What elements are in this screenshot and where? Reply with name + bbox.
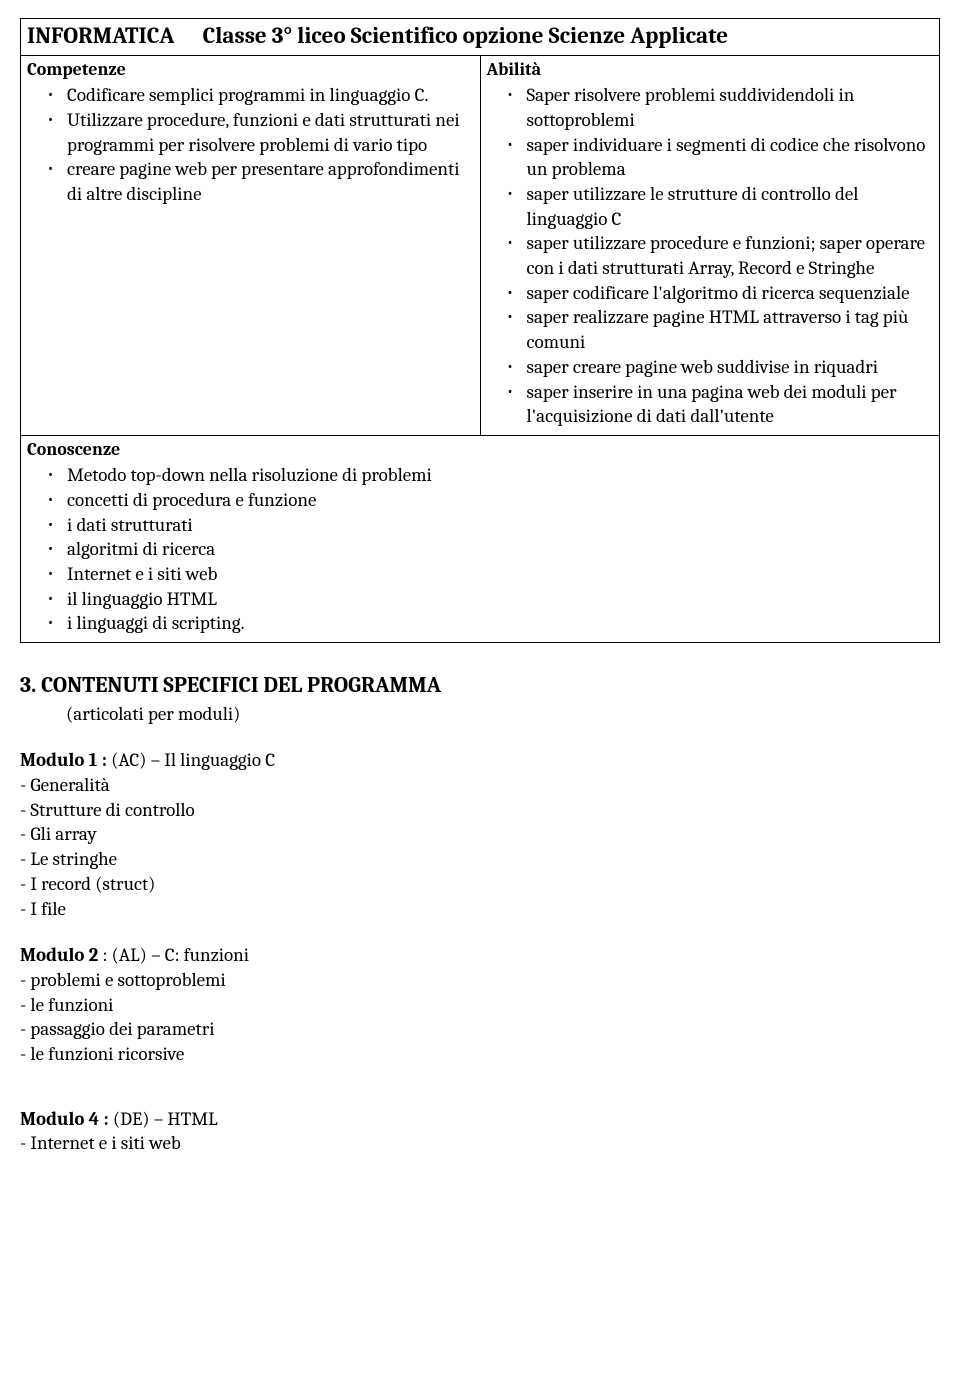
- list-item: saper realizzare pagine HTML attraverso …: [527, 305, 934, 354]
- module-4: Modulo 4 : (DE) – HTML - Internet e i si…: [20, 1107, 940, 1156]
- list-item: creare pagine web per presentare approfo…: [67, 157, 474, 206]
- list-item: concetti di procedura e funzione: [67, 488, 933, 513]
- module-2-desc: : (AL) – C: funzioni: [98, 944, 249, 966]
- module-2-title: Modulo 2 : (AL) – C: funzioni: [20, 943, 940, 968]
- section-3-heading: 3. CONTENUTI SPECIFICI DEL PROGRAMMA: [20, 671, 940, 700]
- module-1-label: Modulo 1 :: [20, 749, 107, 771]
- competenze-list: Codificare semplici programmi in linguag…: [27, 83, 474, 206]
- list-item: Saper risolvere problemi suddividendoli …: [527, 83, 934, 132]
- module-line: - I file: [20, 897, 940, 922]
- module-1-title: Modulo 1 : (AC) – Il linguaggio C: [20, 748, 940, 773]
- list-item: Metodo top-down nella risoluzione di pro…: [67, 463, 933, 488]
- conoscenze-cell: Conoscenze Metodo top-down nella risoluz…: [21, 435, 940, 642]
- list-item: saper utilizzare procedure e funzioni; s…: [527, 231, 934, 280]
- list-item: il linguaggio HTML: [67, 587, 933, 612]
- class-title: Classe 3° liceo Scientifico opzione Scie…: [203, 22, 728, 49]
- module-4-title: Modulo 4 : (DE) – HTML: [20, 1107, 940, 1132]
- list-item: algoritmi di ricerca: [67, 537, 933, 562]
- conoscenze-heading: Conoscenze: [27, 438, 933, 461]
- list-item: saper creare pagine web suddivise in riq…: [527, 355, 934, 380]
- module-line: - Strutture di controllo: [20, 798, 940, 823]
- list-item: i dati strutturati: [67, 513, 933, 538]
- module-line: - I record (struct): [20, 872, 940, 897]
- syllabus-table: INFORMATICA Classe 3° liceo Scientifico …: [20, 18, 940, 643]
- module-line: - problemi e sottoproblemi: [20, 968, 940, 993]
- list-item: Utilizzare procedure, funzioni e dati st…: [67, 108, 474, 157]
- module-2: Modulo 2 : (AL) – C: funzioni - problemi…: [20, 943, 940, 1066]
- abilita-list: Saper risolvere problemi suddividendoli …: [487, 83, 934, 429]
- module-line: - passaggio dei parametri: [20, 1017, 940, 1042]
- module-4-desc: (DE) – HTML: [109, 1108, 218, 1130]
- section-3-sub: (articolati per moduli): [66, 702, 940, 727]
- module-2-label: Modulo 2: [20, 944, 98, 966]
- module-line: - Gli array: [20, 822, 940, 847]
- list-item: saper codificare l'algoritmo di ricerca …: [527, 281, 934, 306]
- module-line: - Generalità: [20, 773, 940, 798]
- abilita-cell: Abilità Saper risolvere problemi suddivi…: [480, 55, 940, 435]
- module-line: - Internet e i siti web: [20, 1131, 940, 1156]
- list-item: saper utilizzare le strutture di control…: [527, 182, 934, 231]
- list-item: Internet e i siti web: [67, 562, 933, 587]
- module-line: - le funzioni: [20, 993, 940, 1018]
- conoscenze-list: Metodo top-down nella risoluzione di pro…: [27, 463, 933, 636]
- module-1: Modulo 1 : (AC) – Il linguaggio C - Gene…: [20, 748, 940, 921]
- module-1-desc: (AC) – Il linguaggio C: [107, 749, 275, 771]
- competenze-heading: Competenze: [27, 58, 474, 81]
- list-item: Codificare semplici programmi in linguag…: [67, 83, 474, 108]
- module-line: - le funzioni ricorsive: [20, 1042, 940, 1067]
- competenze-cell: Competenze Codificare semplici programmi…: [21, 55, 481, 435]
- subject-title: INFORMATICA: [27, 22, 174, 49]
- list-item: saper inserire in una pagina web dei mod…: [527, 380, 934, 429]
- title-cell: INFORMATICA Classe 3° liceo Scientifico …: [21, 19, 940, 56]
- module-line: - Le stringhe: [20, 847, 940, 872]
- list-item: saper individuare i segmenti di codice c…: [527, 133, 934, 182]
- abilita-heading: Abilità: [487, 58, 934, 81]
- list-item: i linguaggi di scripting.: [67, 611, 933, 636]
- module-4-label: Modulo 4 :: [20, 1108, 109, 1130]
